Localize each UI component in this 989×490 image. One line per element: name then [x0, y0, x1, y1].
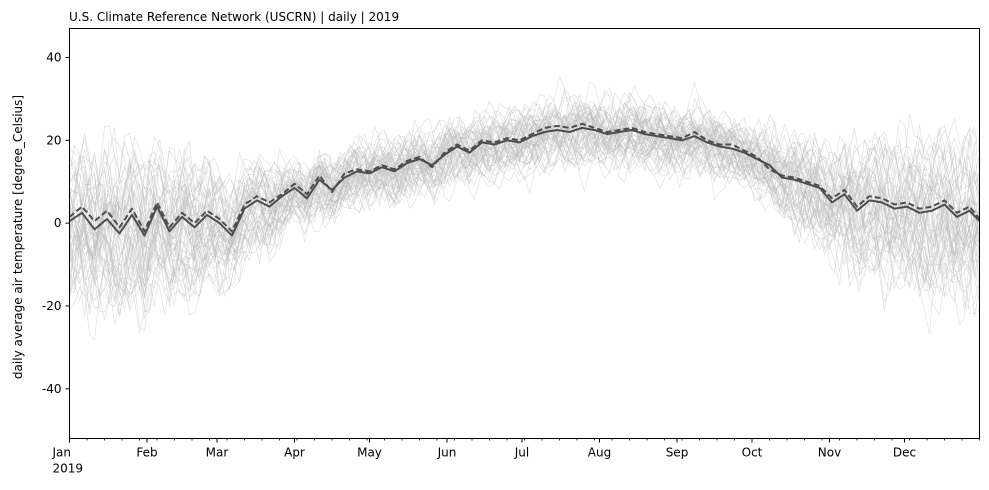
station-line: [69, 82, 980, 273]
station-line: [69, 87, 980, 299]
y-axis-label: daily average air temperature [degree_Ce…: [11, 95, 25, 379]
y-tick-label: 40: [46, 50, 61, 64]
station-line: [69, 108, 980, 272]
x-tick-label: Feb: [136, 446, 157, 460]
y-tick-label: 20: [46, 133, 61, 147]
station-line: [69, 105, 980, 315]
x-tick-label: Nov: [818, 446, 841, 460]
station-line: [69, 117, 980, 256]
x-tick-label: Apr: [284, 446, 305, 460]
station-line: [69, 106, 980, 325]
station-line: [69, 113, 980, 288]
station-line: [69, 106, 980, 309]
x-tick-label: Aug: [588, 446, 611, 460]
station-line: [69, 107, 980, 293]
solid-series-line: [68, 126, 981, 237]
station-lines: [69, 75, 980, 342]
station-line: [69, 102, 980, 311]
station-line: [69, 86, 980, 317]
station-line: [69, 112, 980, 284]
y-tick-label: 0: [54, 216, 62, 230]
station-line: [69, 107, 980, 316]
station-line: [69, 91, 980, 310]
station-line: [69, 114, 980, 304]
station-line: [69, 113, 980, 342]
x-tick-label: Mar: [206, 446, 229, 460]
station-line: [69, 93, 980, 297]
station-line: [69, 104, 980, 308]
station-line: [69, 106, 980, 280]
station-line: [69, 101, 980, 265]
station-line: [69, 111, 980, 244]
station-line: [69, 103, 980, 331]
station-line: [69, 115, 980, 321]
station-line: [69, 106, 980, 261]
station-line: [69, 114, 980, 296]
x-tick-label: May: [357, 446, 382, 460]
station-line: [69, 100, 980, 252]
x-tick-label: Oct: [742, 446, 763, 460]
station-line: [69, 106, 980, 287]
station-line: [69, 121, 980, 287]
x-axis: Jan 2019 Feb Mar Apr May Jun Jul Aug Sep Oct Nov Dec: [52, 438, 980, 476]
station-line: [69, 113, 980, 298]
dashed-series-line: [68, 122, 981, 233]
station-line: [69, 100, 980, 241]
station-line: [69, 134, 980, 287]
station-line: [69, 107, 980, 288]
station-line: [69, 94, 980, 302]
station-line: [69, 115, 980, 229]
x-tick-sublabel: 2019: [53, 462, 84, 476]
station-line: [69, 107, 980, 285]
station-line: [69, 103, 980, 314]
station-line: [69, 109, 980, 248]
summary-series: [68, 122, 981, 237]
chart-title: U.S. Climate Reference Network (USCRN) |…: [69, 10, 399, 24]
x-tick-label: Jun: [437, 446, 457, 460]
station-line: [69, 127, 980, 290]
x-tick-label: Jul: [514, 446, 529, 460]
station-line: [69, 94, 980, 334]
station-line: [69, 105, 980, 262]
station-line: [69, 75, 980, 296]
station-line: [69, 105, 980, 291]
y-axis: -40 -20 0 20 40: [42, 50, 70, 396]
station-line: [69, 104, 980, 298]
x-tick-label: Dec: [893, 446, 916, 460]
station-line: [69, 106, 980, 262]
station-line: [69, 92, 980, 278]
station-line: [69, 94, 980, 313]
y-tick-label: -40: [42, 382, 62, 396]
station-line: [69, 125, 980, 300]
station-line: [69, 102, 980, 262]
x-tick-label: Jan: [52, 446, 72, 460]
station-line: [69, 111, 980, 275]
y-tick-label: -20: [42, 299, 62, 313]
x-tick-label: Sep: [666, 446, 689, 460]
